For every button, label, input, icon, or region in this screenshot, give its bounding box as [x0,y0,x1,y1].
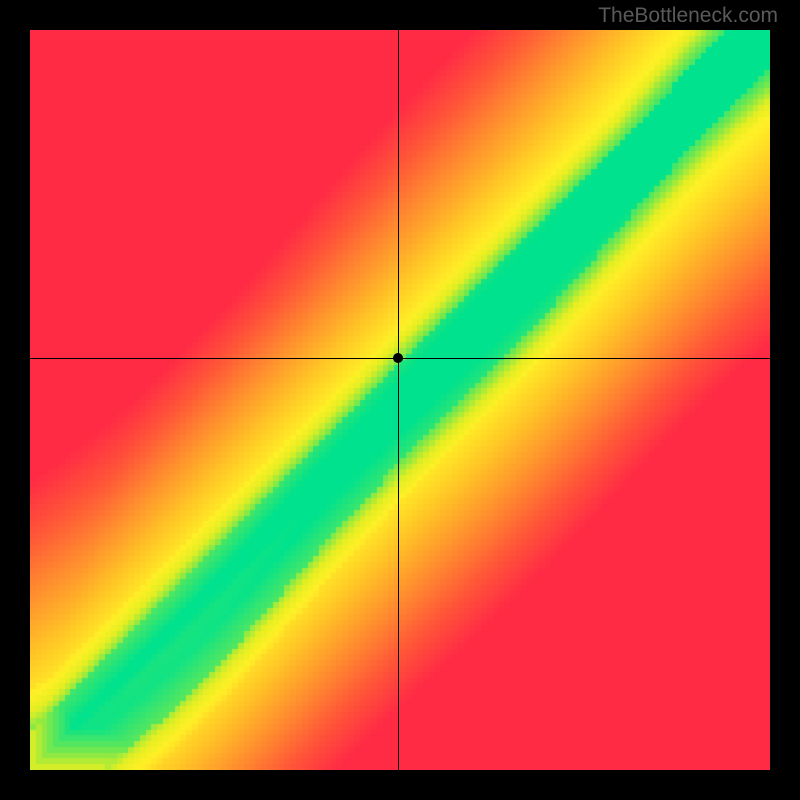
crosshair-vertical [398,30,399,770]
heatmap-canvas [30,30,770,770]
marker-dot [393,353,403,363]
watermark-text: TheBottleneck.com [598,4,778,28]
heatmap-plot [30,30,770,770]
